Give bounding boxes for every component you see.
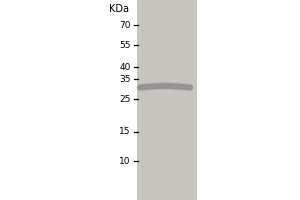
Text: 25: 25 [119, 95, 130, 104]
Text: 70: 70 [119, 21, 130, 29]
Text: 10: 10 [119, 156, 130, 166]
Text: 40: 40 [119, 62, 130, 72]
Text: 55: 55 [119, 40, 130, 49]
Text: KDa: KDa [109, 4, 129, 14]
Text: 15: 15 [119, 128, 130, 136]
Text: 35: 35 [119, 74, 130, 84]
FancyBboxPatch shape [136, 0, 196, 200]
